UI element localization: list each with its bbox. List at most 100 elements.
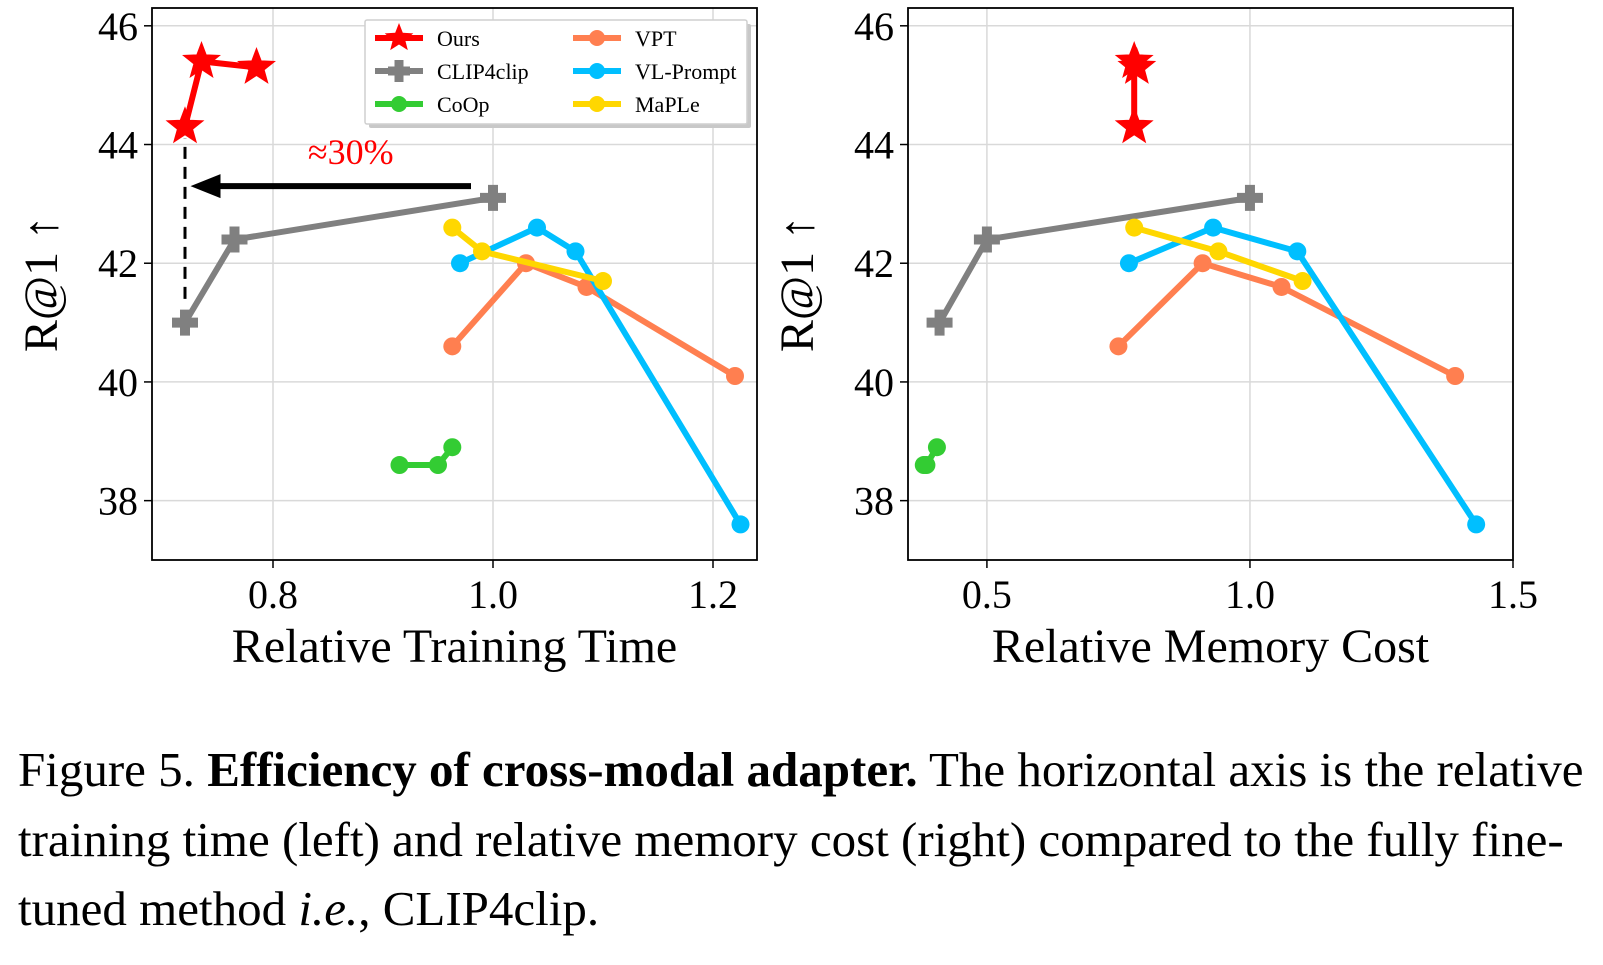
- legend-entry-coop: CoOp: [375, 92, 490, 117]
- data-point-vpt: [726, 367, 744, 385]
- series-line-vpt: [449, 260, 738, 379]
- figure-caption: Figure 5. Efficiency of cross-modal adap…: [18, 735, 1588, 944]
- y-tick-label: 38: [854, 479, 894, 524]
- series-coop: [914, 438, 946, 475]
- y-tick-label: 42: [854, 241, 894, 286]
- legend-entry-maple: MaPLe: [573, 92, 700, 117]
- series-vpt: [443, 254, 744, 385]
- data-point-maple: [1125, 218, 1144, 237]
- legend-label: CoOp: [437, 92, 490, 117]
- data-point-vl-prompt: [1467, 515, 1486, 534]
- y-tick-label: 40: [98, 360, 138, 405]
- data-point-maple: [473, 242, 491, 261]
- data-point-vl-prompt: [1119, 254, 1138, 273]
- legend-entry-clip4clip: CLIP4clip: [375, 59, 529, 84]
- caption-text-1: The horizontal axis is the relative trai…: [18, 742, 1584, 937]
- data-point-vl-prompt: [528, 218, 546, 237]
- x-tick-label: 1.5: [1488, 572, 1538, 617]
- plot-frame: [151, 7, 758, 561]
- series-clip4clip: [926, 184, 1263, 336]
- annotation-arrow-head: [190, 174, 221, 199]
- data-point-clip4clip: [926, 309, 953, 336]
- data-point-vl-prompt: [566, 242, 585, 261]
- y-tick-label: 46: [98, 4, 138, 49]
- data-point-vpt: [1109, 337, 1128, 356]
- legend-circle-marker: [589, 96, 605, 112]
- series-coop: [390, 438, 462, 475]
- data-point-vpt: [443, 337, 462, 356]
- legend-label: VPT: [635, 26, 677, 51]
- data-point-ours: [182, 40, 221, 78]
- legend-entry-ours: Ours: [375, 23, 480, 51]
- data-point-coop: [390, 456, 409, 475]
- data-point-vl-prompt: [731, 515, 750, 534]
- x-tick-label: 1.0: [468, 572, 518, 617]
- y-tick-label: 38: [98, 479, 138, 524]
- memory-cost-panel: 0.5 1.0 1.5 38 40 42 44 46 Relative Memory Cost R…: [771, 4, 1538, 673]
- x-tick-label: 1.0: [1225, 572, 1275, 617]
- series-line-vl-prompt: [457, 224, 744, 528]
- data-point-clip4clip: [973, 226, 1000, 253]
- legend-circle-marker: [391, 96, 407, 112]
- series-line-vl-prompt: [1126, 224, 1480, 528]
- x-axis-title: Relative Training Time: [232, 620, 677, 673]
- data-point-clip4clip: [1236, 184, 1263, 211]
- series-ours: [1114, 40, 1157, 144]
- series-line-clip4clip: [182, 194, 496, 326]
- y-axis-title: R@1 ↑: [771, 216, 824, 352]
- data-point-coop: [443, 438, 462, 457]
- data-point-vl-prompt: [1288, 242, 1307, 261]
- figure-canvas: 0.8 1.0 1.2 38 40 42 44 46 Relative Training Tim…: [15, 4, 1538, 673]
- legend-circle-marker: [589, 30, 605, 46]
- series-line-vpt: [1115, 260, 1459, 379]
- x-axis-title: Relative Memory Cost: [992, 620, 1430, 673]
- series-clip4clip: [172, 184, 506, 336]
- y-tick-label: 40: [854, 360, 894, 405]
- y-tick-label: 44: [854, 123, 894, 168]
- x-tick-label: 1.2: [688, 572, 738, 617]
- legend-entry-vl-prompt: VL-Prompt: [573, 59, 736, 84]
- caption-prefix: Figure 5.: [18, 742, 208, 797]
- data-point-vpt: [1193, 254, 1212, 273]
- legend-label: Ours: [437, 26, 480, 51]
- data-point-ours: [1117, 46, 1157, 84]
- y-tick-label: 46: [854, 4, 894, 49]
- legend-label: CLIP4clip: [437, 59, 529, 84]
- caption-text-2: , CLIP4clip.: [358, 881, 600, 937]
- data-point-vl-prompt: [451, 254, 469, 273]
- legend-star-marker: [384, 23, 414, 51]
- series-vpt: [1109, 254, 1465, 385]
- data-point-ours: [1114, 106, 1154, 144]
- data-point-clip4clip: [480, 184, 506, 211]
- series-maple: [1125, 218, 1312, 291]
- legend-plus-marker: [388, 60, 410, 82]
- series-vl-prompt: [451, 218, 750, 534]
- legend-box: [364, 19, 748, 125]
- data-point-coop: [917, 456, 936, 475]
- data-point-maple: [594, 272, 612, 291]
- annotation-label: ≈30%: [308, 132, 394, 172]
- data-point-maple: [1293, 272, 1312, 291]
- series-ours: [165, 40, 276, 144]
- x-tick-label: 0.5: [962, 572, 1012, 617]
- training-time-panel: 0.8 1.0 1.2 38 40 42 44 46 Relative Training Tim…: [15, 4, 758, 673]
- data-point-maple: [443, 218, 462, 237]
- data-point-ours: [165, 106, 205, 144]
- series-maple: [443, 218, 612, 291]
- data-point-maple: [1209, 242, 1228, 261]
- data-point-clip4clip: [172, 309, 198, 336]
- legend-label: VL-Prompt: [635, 59, 736, 84]
- y-tick-label: 42: [98, 241, 138, 286]
- data-point-vl-prompt: [1204, 218, 1223, 237]
- legend-label: MaPLe: [635, 92, 700, 117]
- x-tick-label: 0.8: [248, 572, 298, 617]
- plot-frame: [907, 7, 1514, 561]
- data-point-coop: [927, 438, 946, 457]
- legend-circle-marker: [589, 63, 605, 79]
- data-point-clip4clip: [221, 226, 248, 253]
- data-point-ours: [237, 46, 276, 84]
- data-point-coop: [429, 456, 447, 475]
- caption-italic: i.e.: [298, 881, 359, 937]
- data-point-vpt: [1446, 367, 1465, 385]
- y-axis-title: R@1 ↑: [15, 216, 68, 352]
